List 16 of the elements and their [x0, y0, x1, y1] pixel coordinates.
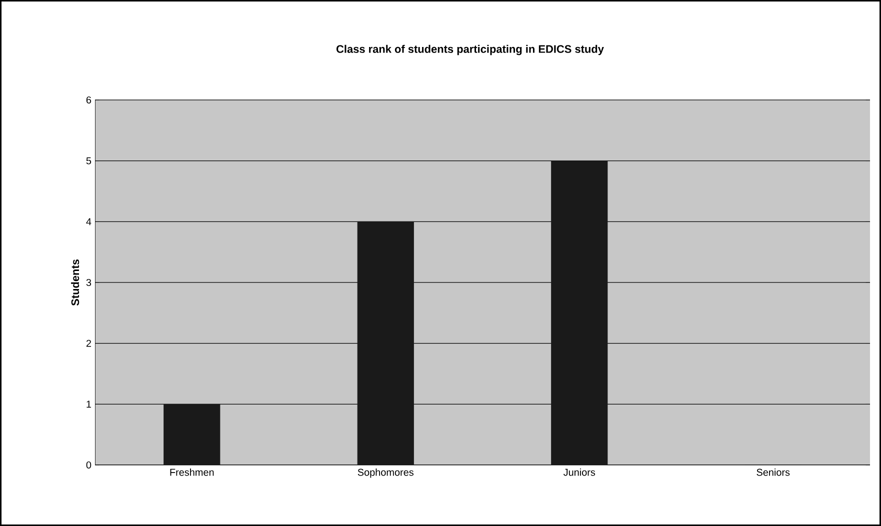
x-tick-label: Freshmen: [170, 468, 214, 476]
y-tick-label: 3: [86, 278, 92, 286]
y-axis-title: Students: [71, 259, 80, 306]
y-tick-label: 1: [86, 400, 92, 408]
y-tick-label: 2: [86, 340, 91, 347]
bar: [164, 404, 220, 465]
y-tick-label: 5: [86, 157, 92, 164]
y-tick-label: 6: [86, 96, 92, 104]
y-tick-label: 4: [86, 218, 92, 226]
bar: [551, 160, 608, 465]
x-tick-label: Seniors: [756, 468, 790, 476]
chart-title: Class rank of students participating in EDICS study: [336, 44, 604, 56]
y-tick-label: 0: [86, 461, 92, 469]
x-tick-label: Sophomores: [358, 468, 414, 478]
x-tick-label: Juniors: [563, 468, 596, 476]
bar: [357, 221, 414, 465]
